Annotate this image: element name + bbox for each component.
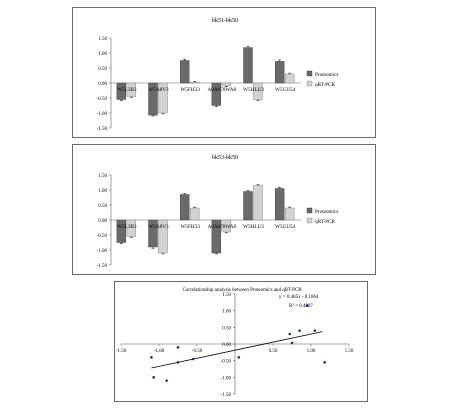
data-point [290, 341, 294, 345]
scatter-chart-correlation: Correlationship analysis between Proteom… [116, 288, 354, 398]
data-point [176, 361, 180, 364]
bar-qrt-pcr [221, 82, 232, 87]
bar-qrt-pcr [189, 207, 200, 221]
data-point [152, 376, 155, 379]
data-point [176, 346, 180, 349]
category-label: W5A8V3 [148, 87, 169, 93]
y-tick-label: 0.50 [98, 67, 107, 72]
y-tick-label: -1.00 [97, 112, 108, 117]
y-tick-label: -0.50 [97, 234, 108, 239]
bar-proteomics [179, 60, 190, 84]
y-tick-label: -1.50 [97, 127, 108, 132]
data-point [191, 357, 195, 361]
bar-chart-bk53-bk50: bk53-bk50 1.50 1.00 0.50 0.00 -0.50 -1.00 -1.50… [97, 155, 339, 269]
y-tick-label: 0.00 [222, 343, 231, 348]
bar-qrt-pcr [253, 185, 263, 221]
data-point [288, 332, 292, 336]
y-tick-label: 1.00 [222, 310, 231, 315]
y-tick-label: -1.50 [221, 393, 232, 398]
chart-title: bk53-bk50 [212, 155, 238, 161]
category-label: W5HLU3 [243, 224, 264, 230]
category-label: W5L3B3 [117, 224, 137, 230]
x-tick-label: -1.00 [154, 349, 165, 354]
category-label: W5FH33 [181, 224, 201, 230]
bar-chart-panel-bk51-bk50: bk51-bk50 1.50 1.00 0.50 0.00 -0.50 -1.00 -1.50… [72, 7, 376, 138]
category-label: W5A8V3 [148, 224, 169, 230]
y-tick-label: -0.50 [97, 97, 108, 102]
bar-proteomics [274, 188, 285, 221]
data-point [237, 356, 241, 359]
chart-title: bk51-bk50 [212, 18, 238, 24]
bar-proteomics [243, 47, 253, 84]
legend-label: Proteomics [315, 209, 338, 215]
x-tick-label: -0.50 [192, 349, 203, 354]
y-tick-label: 1.50 [98, 37, 107, 42]
y-tick-label: 0.50 [98, 204, 107, 209]
x-tick-label: 1.50 [345, 349, 354, 354]
legend-swatch [306, 217, 313, 224]
y-tick-label: -1.50 [97, 264, 108, 269]
y-tick-label: -0.50 [221, 360, 232, 365]
category-label: W5L3B3 [117, 87, 137, 93]
category-label: W5GU54 [275, 224, 296, 230]
y-tick-label: 1.00 [98, 52, 107, 57]
legend-swatch [306, 70, 313, 77]
category-label: W5FH33 [181, 87, 201, 93]
bar-qrt-pcr [284, 207, 295, 221]
trendline [151, 331, 323, 369]
data-point [150, 356, 153, 359]
y-tick-label: 0.00 [98, 82, 107, 87]
category-label: A0A078WA8 [208, 224, 237, 230]
category-label: W5GU54 [275, 87, 296, 93]
bar-chart-bk51-bk50: bk51-bk50 1.50 1.00 0.50 0.00 -0.50 -1.00 -1.50… [97, 18, 339, 132]
scatter-chart-panel: Correlationship analysis between Proteom… [114, 281, 368, 402]
y-tick-label: -1.00 [97, 249, 108, 254]
data-point [165, 379, 168, 382]
legend-label: qRT-PCR [315, 219, 336, 225]
data-point [305, 304, 309, 307]
category-label: W5HLU3 [243, 87, 264, 93]
data-point [313, 329, 317, 332]
y-tick-label: -1.00 [221, 376, 232, 381]
legend-label: Proteomics [315, 72, 338, 78]
y-tick-label: 0.50 [222, 326, 231, 331]
bar-proteomics [179, 194, 190, 221]
x-tick-label: 1.00 [307, 349, 316, 354]
bar-qrt-pcr [189, 81, 200, 84]
x-tick-label: 0.50 [269, 349, 278, 354]
chart-title: Correlationship analysis between Proteom… [182, 288, 302, 293]
y-tick-label: 1.50 [98, 174, 107, 179]
y-tick-label: 1.50 [222, 293, 231, 298]
bar-proteomics [243, 191, 253, 221]
x-tick-label: -1.50 [116, 349, 127, 354]
data-point [323, 361, 326, 364]
trendline-equation: y = 0.485x - 0.1864 [279, 295, 319, 300]
y-tick-label: 0.00 [98, 219, 107, 224]
r-squared-label: R² = 0.4907 [289, 303, 313, 309]
y-tick-label: 1.00 [98, 189, 107, 194]
legend-swatch [306, 207, 313, 214]
legend-label: qRT-PCR [315, 82, 336, 88]
bar-qrt-pcr [284, 73, 295, 84]
data-point [298, 329, 301, 332]
legend-swatch [306, 80, 313, 87]
bar-proteomics [274, 61, 285, 84]
category-label: A0A078WA8 [208, 87, 237, 93]
bar-chart-panel-bk53-bk50: bk53-bk50 1.50 1.00 0.50 0.00 -0.50 -1.00 -1.50… [72, 144, 376, 275]
